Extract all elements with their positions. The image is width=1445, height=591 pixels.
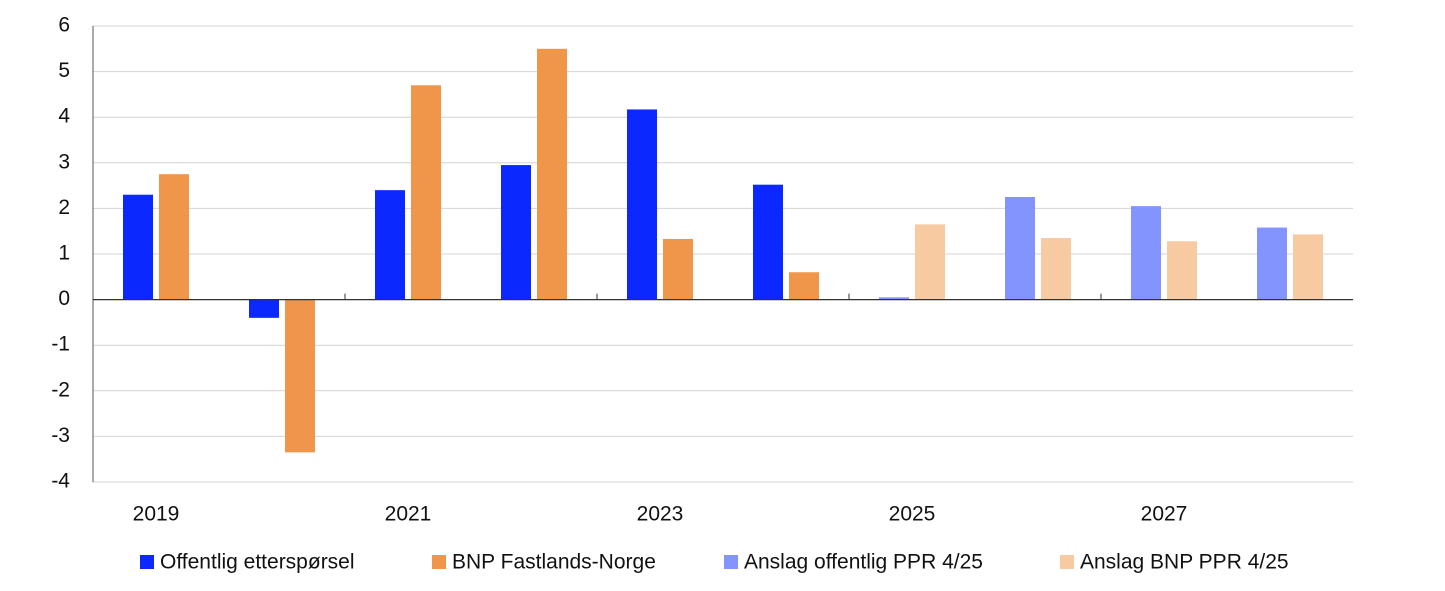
y-tick-label: -4	[51, 470, 70, 493]
y-tick-label: -1	[51, 333, 70, 356]
bar	[249, 299, 279, 318]
bar	[1293, 234, 1323, 300]
bar	[627, 109, 657, 300]
y-tick-label: 0	[58, 287, 70, 310]
legend-label: Offentlig etterspørsel	[160, 551, 355, 574]
x-tick-label: 2019	[133, 503, 180, 526]
bar	[501, 165, 531, 300]
bar	[789, 272, 819, 300]
y-tick-label: 6	[58, 14, 70, 37]
y-tick-label: 1	[58, 242, 70, 265]
y-tick-label: 5	[58, 59, 70, 82]
legend-label: Anslag offentlig PPR 4/25	[744, 551, 983, 574]
bar	[537, 48, 567, 300]
bar	[753, 184, 783, 300]
bar	[1131, 206, 1161, 300]
bar	[123, 194, 153, 300]
y-tick-label: 3	[58, 150, 70, 173]
bar	[1167, 241, 1197, 300]
bar	[1257, 227, 1287, 300]
bar	[159, 174, 189, 300]
y-tick-label: 4	[58, 105, 70, 128]
x-tick-label: 2021	[385, 503, 432, 526]
legend-label: BNP Fastlands-Norge	[452, 551, 656, 574]
legend-swatch	[140, 555, 154, 569]
legend-swatch	[1060, 555, 1074, 569]
bar	[915, 224, 945, 300]
bar	[663, 238, 693, 300]
y-tick-label: -3	[51, 424, 70, 447]
bar	[411, 85, 441, 300]
x-tick-label: 2027	[1141, 503, 1188, 526]
legend-swatch	[724, 555, 738, 569]
legend-swatch	[432, 555, 446, 569]
bar	[1005, 197, 1035, 300]
legend-label: Anslag BNP PPR 4/25	[1080, 551, 1289, 574]
bar	[1041, 238, 1071, 300]
bar	[375, 190, 405, 300]
y-tick-label: 2	[58, 196, 70, 219]
bar	[285, 299, 315, 453]
bar	[879, 297, 909, 300]
x-tick-label: 2025	[889, 503, 936, 526]
y-tick-label: -2	[51, 378, 70, 401]
x-tick-label: 2023	[637, 503, 684, 526]
